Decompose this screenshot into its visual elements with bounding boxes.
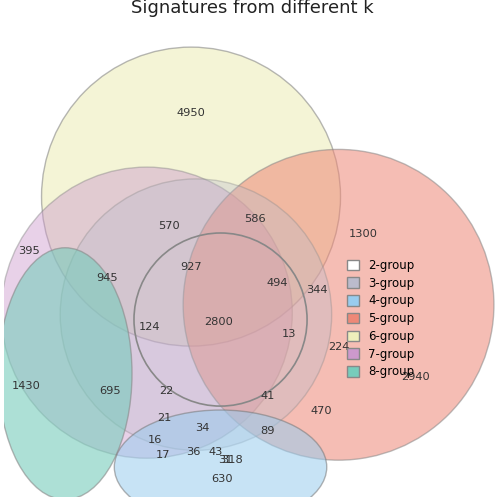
Text: 395: 395 bbox=[18, 246, 40, 256]
Text: 927: 927 bbox=[180, 263, 202, 273]
Text: 22: 22 bbox=[159, 387, 173, 396]
Text: 89: 89 bbox=[261, 426, 275, 435]
Ellipse shape bbox=[41, 47, 341, 346]
Text: 21: 21 bbox=[157, 413, 172, 423]
Text: 17: 17 bbox=[156, 450, 171, 460]
Text: 494: 494 bbox=[267, 278, 288, 288]
Text: 945: 945 bbox=[97, 273, 118, 283]
Text: 586: 586 bbox=[244, 214, 266, 224]
Legend: 2-group, 3-group, 4-group, 5-group, 6-group, 7-group, 8-group: 2-group, 3-group, 4-group, 5-group, 6-gr… bbox=[344, 257, 417, 381]
Text: 31: 31 bbox=[218, 455, 233, 465]
Text: 43: 43 bbox=[209, 448, 223, 457]
Text: 13: 13 bbox=[282, 329, 297, 339]
Title: Signatures from different k: Signatures from different k bbox=[131, 0, 373, 18]
Ellipse shape bbox=[114, 410, 327, 504]
Text: 224: 224 bbox=[328, 342, 349, 352]
Ellipse shape bbox=[60, 179, 332, 451]
Text: 1430: 1430 bbox=[12, 382, 40, 392]
Text: 695: 695 bbox=[100, 387, 121, 396]
Text: 124: 124 bbox=[139, 323, 160, 333]
Text: 470: 470 bbox=[310, 406, 332, 416]
Text: 570: 570 bbox=[159, 221, 180, 231]
Text: 16: 16 bbox=[148, 434, 162, 445]
Text: 41: 41 bbox=[261, 391, 275, 401]
Text: 36: 36 bbox=[186, 448, 200, 457]
Text: 344: 344 bbox=[306, 285, 328, 295]
Ellipse shape bbox=[1, 167, 292, 458]
Ellipse shape bbox=[0, 248, 132, 499]
Text: 318: 318 bbox=[221, 455, 243, 465]
Text: 1300: 1300 bbox=[349, 229, 377, 239]
Ellipse shape bbox=[183, 149, 494, 460]
Text: 2800: 2800 bbox=[204, 317, 233, 327]
Text: 630: 630 bbox=[212, 474, 233, 484]
Text: 4950: 4950 bbox=[176, 108, 206, 118]
Text: 2940: 2940 bbox=[401, 371, 429, 382]
Text: 34: 34 bbox=[196, 423, 210, 433]
